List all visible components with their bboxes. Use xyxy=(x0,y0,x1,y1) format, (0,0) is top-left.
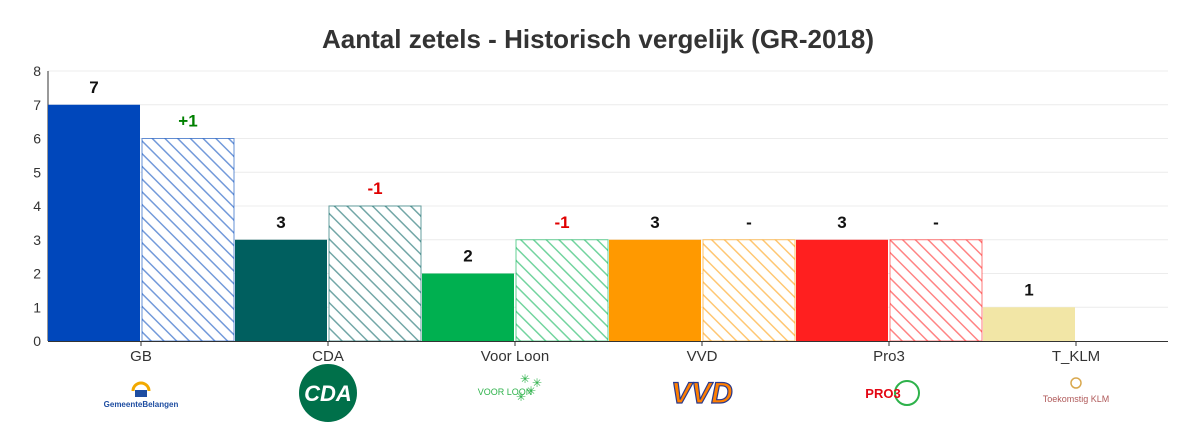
bar-labels: 7+13-12-1 3-3 -1 xyxy=(89,78,1033,300)
svg-text:VOOR LOON: VOOR LOON xyxy=(478,387,533,397)
bar-previous-cda xyxy=(328,205,422,342)
y-tick-label: 7 xyxy=(33,97,41,113)
value-label: 1 xyxy=(1024,280,1033,299)
delta-label: - xyxy=(933,213,939,232)
y-tick-label: 4 xyxy=(33,198,41,214)
value-label: 3 xyxy=(276,213,285,232)
x-tick-label: Pro3 xyxy=(873,348,905,365)
bar-previous-gb xyxy=(141,138,235,342)
bar-previous-vvd xyxy=(702,239,796,342)
svg-text:PRO3: PRO3 xyxy=(865,386,900,401)
bar-previous-voor-loon xyxy=(515,239,609,342)
svg-text:VVD: VVD xyxy=(671,377,733,410)
svg-text:CDA: CDA xyxy=(304,381,352,406)
y-tick-label: 6 xyxy=(33,131,41,147)
delta-label: -1 xyxy=(367,179,382,198)
value-label: 3 xyxy=(837,213,846,232)
x-tick-label: GB xyxy=(130,348,152,365)
y-tick-label: 3 xyxy=(33,232,41,248)
vvd-logo: VVD xyxy=(671,376,734,410)
y-axis: 0 1 2 3 4 5 6 7 8 xyxy=(33,63,49,349)
delta-label: +1 xyxy=(178,112,197,131)
party-logos: GemeenteBelangen CDA✳✳✳✳VOOR LOON VVD PRO3 T… xyxy=(104,364,1110,422)
x-tick-label: T_KLM xyxy=(1052,348,1100,365)
value-label: 7 xyxy=(89,78,98,97)
y-tick-label: 2 xyxy=(33,266,41,282)
bar-current-vvd xyxy=(609,239,701,341)
pro3-logo: PRO3 xyxy=(865,380,920,406)
svg-text:Toekomstig KLM: Toekomstig KLM xyxy=(1043,394,1110,404)
delta-label: - xyxy=(746,213,752,232)
y-tick-label: 0 xyxy=(33,333,41,349)
x-tick-label: Voor Loon xyxy=(481,348,549,365)
bar-current-gb xyxy=(48,104,140,341)
bar-current-cda xyxy=(235,239,327,341)
x-tick-label: CDA xyxy=(312,348,344,365)
svg-text:✳: ✳ xyxy=(516,390,526,404)
y-tick-label: 8 xyxy=(33,63,41,79)
x-axis: GB CDA Voor Loon VVD Pro3 T_KLM xyxy=(48,341,1168,365)
gemeentebelangen-logo: GemeenteBelangen xyxy=(104,381,179,409)
bar-previous-pro3 xyxy=(889,239,983,342)
svg-text:GemeenteBelangen: GemeenteBelangen xyxy=(104,400,179,409)
svg-text:✳: ✳ xyxy=(526,384,536,398)
cda-logo: CDA xyxy=(299,364,357,422)
value-label: 2 xyxy=(463,247,472,266)
bars xyxy=(48,104,1075,342)
bar-current-voor-loon xyxy=(422,273,514,341)
svg-text:✳: ✳ xyxy=(520,372,530,386)
y-tick-label: 5 xyxy=(33,164,41,180)
voor-loon-logo: ✳✳✳✳VOOR LOON xyxy=(478,372,542,404)
y-tick-label: 1 xyxy=(33,299,41,315)
toekomstig-klm-logo: Toekomstig KLM xyxy=(1043,377,1110,404)
svg-text:✳: ✳ xyxy=(532,376,542,390)
delta-label: -1 xyxy=(554,213,569,232)
bar-current-t-klm xyxy=(983,307,1075,341)
x-tick-label: VVD xyxy=(687,348,718,365)
value-label: 3 xyxy=(650,213,659,232)
bar-current-pro3 xyxy=(796,239,888,341)
chart-title: Aantal zetels - Historisch vergelijk (GR… xyxy=(322,24,874,54)
